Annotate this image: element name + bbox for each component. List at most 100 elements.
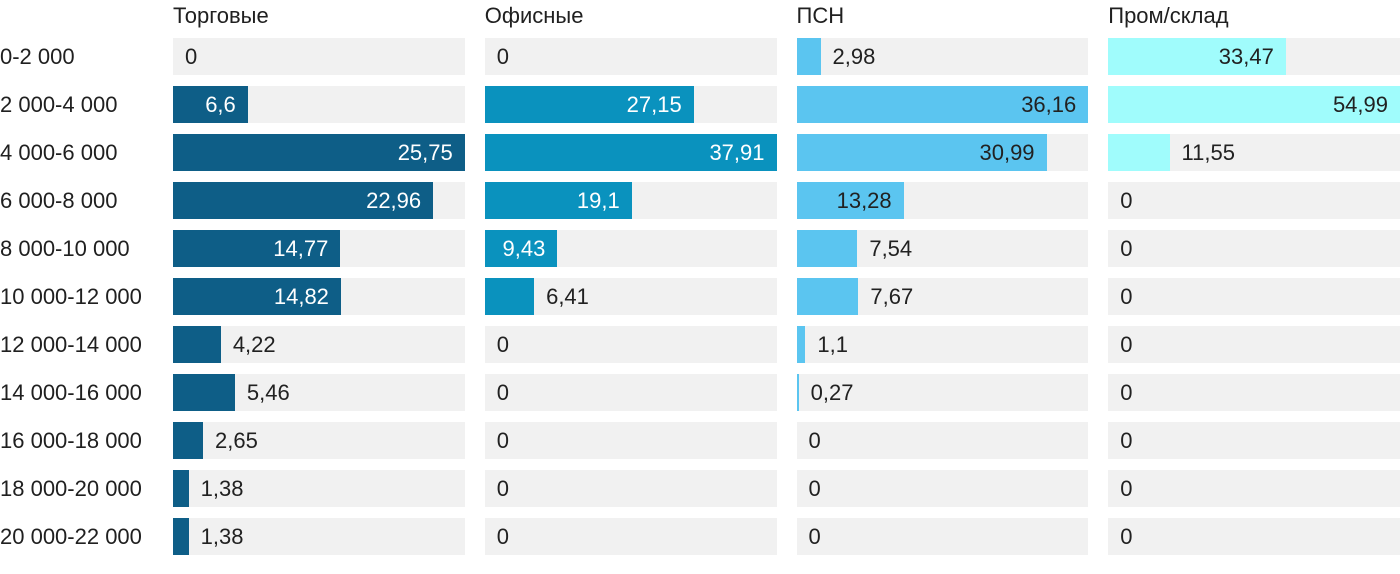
bar-track-psn: 7,67 xyxy=(796,278,1089,315)
bar-segment-torgovye xyxy=(173,182,434,219)
bar-track-ofisnye: 0 xyxy=(484,326,777,363)
bar-track-torgovye: 25,75 xyxy=(173,134,465,171)
grouped-bar-chart: Торговые Офисные ПСН Пром/склад 0-2 000 0… xyxy=(0,0,1400,555)
value-label: 1,38 xyxy=(200,475,244,501)
chart-row: 2 000-4 000 6,6 27,15 36,16 54,99 xyxy=(0,86,1400,123)
value-label: 6,41 xyxy=(546,283,589,309)
value-label: 19,1 xyxy=(576,187,620,213)
value-label: 37,91 xyxy=(709,139,765,165)
value-label: 14,77 xyxy=(273,235,329,261)
value-label: 0,27 xyxy=(810,379,854,405)
bar-track-prom-sklad: 0 xyxy=(1108,230,1400,267)
bar-track-psn: 0 xyxy=(796,470,1089,507)
value-label: 7,67 xyxy=(870,283,914,309)
bar-track-torgovye: 6,6 xyxy=(173,86,465,123)
bar-track-ofisnye: 0 xyxy=(484,518,777,555)
bar-track-ofisnye: 0 xyxy=(484,38,777,75)
value-label: 30,99 xyxy=(979,139,1035,165)
bar-segment-torgovye xyxy=(173,230,341,267)
bar-segment-torgovye xyxy=(173,86,248,123)
bar-track-prom-sklad: 54,99 xyxy=(1108,86,1400,123)
bar-segment-ofisnye xyxy=(484,134,777,171)
chart-row: 10 000-12 000 14,82 6,41 7,67 0 xyxy=(0,278,1400,315)
bar-track-psn: 7,54 xyxy=(796,230,1089,267)
value-label: 4,22 xyxy=(232,331,276,357)
value-label: 0 xyxy=(1120,523,1133,549)
row-label: 14 000-16 000 xyxy=(0,379,142,405)
value-label: 11,55 xyxy=(1181,139,1235,165)
bar-segment-psn xyxy=(796,38,821,75)
bar-track-torgovye: 4,22 xyxy=(173,326,465,363)
chart-row: 20 000-22 000 1,38 0 0 0 xyxy=(0,518,1400,555)
bar-track-prom-sklad: 0 xyxy=(1108,374,1400,411)
value-label: 0 xyxy=(1120,331,1133,357)
value-label: 14,82 xyxy=(273,283,329,309)
value-label: 2,98 xyxy=(832,43,876,69)
bar-segment-psn xyxy=(796,326,806,363)
value-label: 0 xyxy=(496,427,509,453)
bar-track-ofisnye: 27,15 xyxy=(484,86,777,123)
bar-track-ofisnye: 19,1 xyxy=(484,182,777,219)
bar-segment-prom-sklad xyxy=(1108,134,1170,171)
column-headers: Торговые Офисные ПСН Пром/склад xyxy=(0,0,1400,38)
row-label: 16 000-18 000 xyxy=(0,427,142,453)
value-label: 0 xyxy=(1120,475,1133,501)
bar-track-ofisnye: 6,41 xyxy=(484,278,777,315)
row-label: 8 000-10 000 xyxy=(0,235,130,261)
column-header-torgovye: Торговые xyxy=(173,3,269,28)
bar-track-torgovye: 5,46 xyxy=(173,374,465,411)
value-label: 54,99 xyxy=(1332,91,1388,117)
value-label: 22,96 xyxy=(366,187,422,213)
bar-segment-ofisnye xyxy=(484,278,535,315)
value-label: 0 xyxy=(1120,283,1133,309)
value-label: 0 xyxy=(1120,427,1133,453)
value-label: 0 xyxy=(1120,379,1133,405)
bar-track-psn: 2,98 xyxy=(796,38,1089,75)
value-label: 0 xyxy=(808,427,821,453)
bar-track-ofisnye: 9,43 xyxy=(484,230,777,267)
bar-track-psn: 0 xyxy=(796,518,1089,555)
bar-segment-psn xyxy=(796,86,1089,123)
bar-segment-torgovye xyxy=(173,134,465,171)
chart-row: 18 000-20 000 1,38 0 0 0 xyxy=(0,470,1400,507)
bar-track-torgovye: 1,38 xyxy=(173,470,465,507)
value-label: 0 xyxy=(496,523,509,549)
value-label: 33,47 xyxy=(1218,43,1274,69)
row-label: 6 000-8 000 xyxy=(0,187,118,213)
value-label: 13,28 xyxy=(836,187,892,213)
value-label: 36,16 xyxy=(1021,91,1077,117)
bar-track-psn: 36,16 xyxy=(796,86,1089,123)
column-header-psn: ПСН xyxy=(796,3,845,28)
bar-track-psn: 0 xyxy=(796,422,1089,459)
bar-track-ofisnye: 37,91 xyxy=(484,134,777,171)
bar-segment-torgovye xyxy=(173,518,189,555)
row-label: 10 000-12 000 xyxy=(0,283,142,309)
value-label: 0 xyxy=(808,475,821,501)
chart-row: 4 000-6 000 25,75 37,91 30,99 11,55 xyxy=(0,134,1400,171)
bar-track-torgovye: 1,38 xyxy=(173,518,465,555)
header-spacer xyxy=(0,0,153,2)
value-label: 27,15 xyxy=(626,91,682,117)
bar-segment-ofisnye xyxy=(484,182,632,219)
chart-row: 16 000-18 000 2,65 0 0 0 xyxy=(0,422,1400,459)
value-label: 0 xyxy=(185,43,198,69)
bar-segment-prom-sklad xyxy=(1108,38,1286,75)
bar-segment-psn xyxy=(796,230,858,267)
chart-row: 6 000-8 000 22,96 19,1 13,28 0 xyxy=(0,182,1400,219)
value-label: 25,75 xyxy=(397,139,453,165)
bar-segment-psn xyxy=(796,374,799,411)
bar-track-psn: 1,1 xyxy=(796,326,1089,363)
bar-track-psn: 13,28 xyxy=(796,182,1089,219)
bar-track-ofisnye: 0 xyxy=(484,422,777,459)
value-label: 1,38 xyxy=(200,523,244,549)
bar-segment-ofisnye xyxy=(484,86,694,123)
chart-row: 0-2 000 0 0 2,98 33,47 xyxy=(0,38,1400,75)
chart-row: 8 000-10 000 14,77 9,43 7,54 0 xyxy=(0,230,1400,267)
value-label: 0 xyxy=(496,379,509,405)
row-label: 2 000-4 000 xyxy=(0,91,118,117)
bar-segment-psn xyxy=(796,278,859,315)
row-label: 0-2 000 xyxy=(0,43,75,69)
row-label: 12 000-14 000 xyxy=(0,331,142,357)
bar-track-prom-sklad: 0 xyxy=(1108,518,1400,555)
column-header-prom-sklad: Пром/склад xyxy=(1108,3,1229,28)
